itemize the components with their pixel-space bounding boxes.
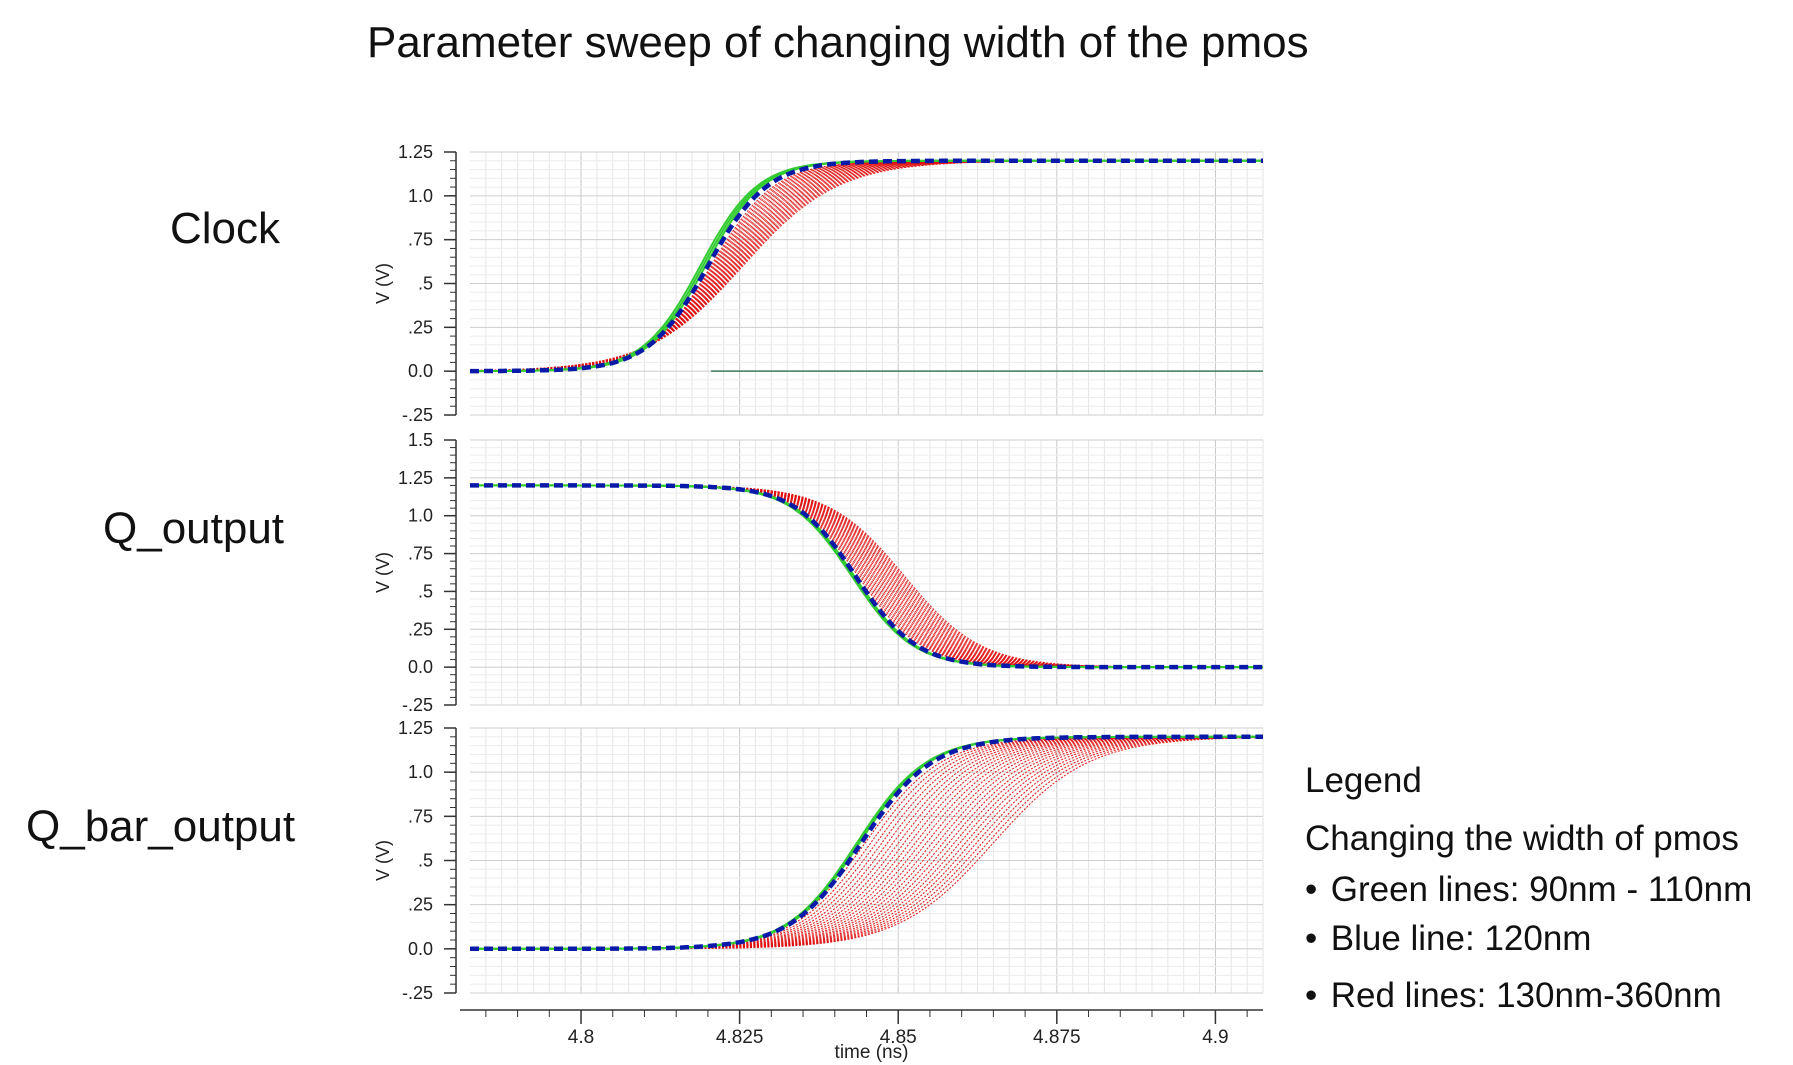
y-axis-label: V (V) xyxy=(373,263,393,304)
x-tick-label: 4.9 xyxy=(1202,1027,1228,1048)
y-tick-label: .75 xyxy=(408,806,433,826)
series-red-line xyxy=(470,736,1263,950)
y-tick-label: -.25 xyxy=(402,983,433,1003)
legend-subtitle: Changing the width of pmos xyxy=(1305,819,1739,858)
series-red-line xyxy=(470,736,1263,950)
legend-title: Legend xyxy=(1305,761,1422,800)
y-tick-label: .25 xyxy=(408,619,433,639)
series-red-line xyxy=(470,160,1263,372)
legend-item-label: Red lines: 130nm-360nm xyxy=(1330,976,1722,1015)
x-tick-label: 4.8 xyxy=(568,1027,594,1048)
series-red-line xyxy=(470,736,1263,950)
y-tick-label: .25 xyxy=(408,317,433,337)
series-red-line xyxy=(470,484,1263,668)
series-red-line xyxy=(470,736,1263,950)
x-tick-label: 4.875 xyxy=(1033,1027,1081,1048)
y-tick-label: 1.25 xyxy=(398,142,433,162)
series-blue-line xyxy=(470,483,1263,670)
series-red-line xyxy=(470,484,1263,668)
y-tick-label: .75 xyxy=(408,230,433,250)
x-tick-label: 4.85 xyxy=(880,1027,917,1048)
legend-item-red: • Red lines: 130nm-360nm xyxy=(1305,978,1722,1013)
page-title: Parameter sweep of changing width of the… xyxy=(367,18,1309,67)
series-red-line xyxy=(470,736,1263,950)
legend-item-label: Blue line: 120nm xyxy=(1330,919,1592,958)
series-red-line xyxy=(470,484,1263,668)
series-red-line xyxy=(470,737,1263,950)
row-label-q-bar-output: Q_bar_output xyxy=(26,802,296,851)
y-tick-label: 1.0 xyxy=(408,762,433,782)
x-axis-label: time (ns) xyxy=(835,1042,909,1063)
bullet-icon: • xyxy=(1305,976,1318,1015)
y-axis-label: V (V) xyxy=(373,552,393,593)
row-label-clock: Clock xyxy=(170,204,281,253)
bullet-icon: • xyxy=(1305,919,1318,958)
series-red-line xyxy=(470,736,1264,950)
y-tick-label: .5 xyxy=(418,274,433,294)
y-tick-label: 0.0 xyxy=(408,361,433,381)
series-red-line xyxy=(470,160,1263,372)
legend-item-label: Green lines: 90nm - 110nm xyxy=(1330,870,1753,909)
series-blue-line xyxy=(470,734,1263,952)
y-tick-label: .5 xyxy=(418,581,433,601)
series-red-line xyxy=(470,736,1264,950)
series-red-line xyxy=(470,484,1263,668)
legend-item-blue: • Blue line: 120nm xyxy=(1305,921,1591,956)
y-tick-label: .75 xyxy=(408,544,433,564)
y-tick-label: -.25 xyxy=(402,405,433,425)
y-tick-label: 1.5 xyxy=(408,430,433,450)
y-tick-label: .25 xyxy=(408,895,433,915)
row-label-q-output: Q_output xyxy=(103,504,285,553)
series-red-line xyxy=(470,736,1263,950)
x-tick-label: 4.825 xyxy=(716,1027,764,1048)
series-red-line xyxy=(469,160,1263,372)
legend-item-green: • Green lines: 90nm - 110nm xyxy=(1305,872,1752,907)
y-tick-label: 1.0 xyxy=(408,506,433,526)
y-axis-label: V (V) xyxy=(373,840,393,881)
series-red-line xyxy=(470,484,1263,668)
y-tick-label: -.25 xyxy=(402,695,433,715)
bullet-icon: • xyxy=(1305,870,1318,909)
y-tick-label: 1.25 xyxy=(398,718,433,738)
y-tick-label: 1.0 xyxy=(408,186,433,206)
y-tick-label: 1.25 xyxy=(398,468,433,488)
series-red-line xyxy=(469,160,1263,372)
y-tick-label: 0.0 xyxy=(408,657,433,677)
y-tick-label: 0.0 xyxy=(408,939,433,959)
series-blue-line xyxy=(470,158,1263,374)
series-red-line xyxy=(470,736,1263,950)
series-red-line xyxy=(470,160,1263,372)
y-tick-label: .5 xyxy=(418,851,433,871)
